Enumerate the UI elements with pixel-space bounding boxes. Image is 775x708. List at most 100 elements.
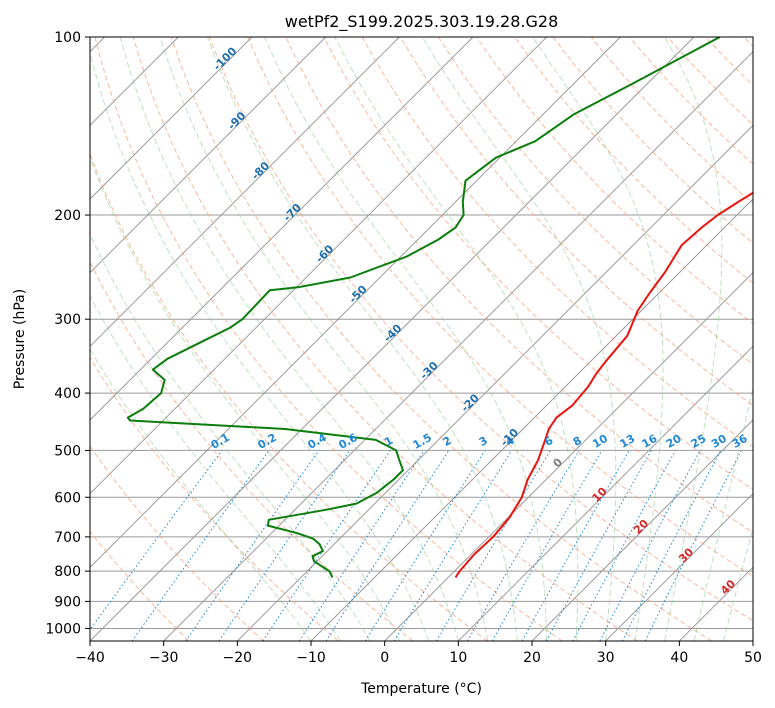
mixing-ratio-line [621, 450, 722, 641]
x-axis: −40 −30 −20 −10 0 10 20 30 40 50 [75, 641, 762, 666]
mixing-ratio-label: 10 [590, 432, 610, 451]
mixing-ratio-line [131, 450, 270, 641]
mixing-ratio-line [572, 450, 676, 641]
isotherm-line [531, 419, 753, 641]
moist-adiabat-line [532, 37, 664, 641]
x-tick-label: −20 [223, 650, 253, 666]
x-axis-title: Temperature (°C) [360, 681, 482, 697]
dry-adiabat-label: -20 [459, 391, 482, 414]
y-tick-label: 700 [54, 530, 81, 546]
y-tick-label: 600 [54, 490, 81, 506]
x-tick-label: 10 [449, 650, 467, 666]
mixing-ratio-line [185, 450, 320, 641]
dry-adiabat-line [361, 37, 753, 448]
profile-series [126, 37, 753, 579]
temperature-profile-line [454, 191, 753, 579]
y-tick-label: 900 [54, 594, 81, 610]
moist-adiabat-label: 10 [590, 485, 610, 505]
isotherm-line [90, 37, 548, 495]
x-tick-label: 50 [744, 650, 762, 666]
isotherm-line [457, 345, 753, 641]
dry-adiabat-line [323, 37, 753, 491]
x-tick-label: 0 [380, 650, 389, 666]
isotherm-line [752, 640, 753, 641]
x-tick-label: 30 [597, 650, 615, 666]
mixing-ratio-label: 36 [730, 432, 750, 451]
chart-title: wetPf2_S199.2025.303.19.28.G28 [285, 12, 559, 32]
y-tick-label: 300 [54, 312, 81, 328]
mixing-ratio-label: 16 [640, 432, 660, 451]
mixing-ratio-line [298, 450, 425, 641]
x-tick-label: −40 [75, 650, 105, 666]
mixing-ratio-line [393, 450, 513, 641]
moist-adiabat-label: 30 [676, 545, 696, 565]
mixing-ratio-label: 1 [382, 434, 395, 449]
moist-adiabat-line [90, 155, 400, 641]
mixing-ratio-line [262, 450, 391, 641]
mixing-ratio-line [90, 450, 223, 631]
mixing-ratio-line [218, 450, 351, 641]
dry-adiabat-line [552, 37, 753, 244]
isotherm-line [310, 198, 753, 641]
mixing-ratio-label: 3 [477, 434, 490, 449]
dry-adiabats [90, 37, 753, 641]
mixing-ratio-label: 20 [664, 432, 684, 451]
moist-adiabat-line [334, 37, 579, 641]
y-tick-label: 400 [54, 386, 81, 402]
moist-adiabat-line [693, 385, 753, 641]
dry-adiabat-line [399, 37, 753, 407]
isotherm-line [90, 37, 695, 641]
moist-adiabat-line [206, 37, 518, 641]
y-tick-label: 800 [54, 564, 81, 580]
x-tick-label: 20 [523, 650, 541, 666]
dewpoint-profile-line [126, 37, 721, 578]
moist-adiabats [90, 37, 753, 641]
moist-adiabat-line [264, 37, 548, 641]
mixing-ratio-line [325, 450, 450, 641]
moist-adiabat-line [90, 294, 341, 641]
mixing-ratio-label: 2 [441, 434, 454, 449]
moist-adiabat-label: 20 [631, 517, 651, 537]
x-tick-label: 40 [670, 650, 688, 666]
dry-adiabat-line [90, 260, 414, 641]
isotherm-line [163, 50, 753, 641]
mixing-ratio-label: 25 [689, 432, 709, 451]
dry-adiabat-line [743, 37, 753, 48]
mixing-ratio-label: 0.1 [209, 431, 232, 452]
moist-adiabat-line [90, 348, 312, 641]
y-tick-label: 500 [54, 443, 81, 459]
mixing-ratio-label: 0.2 [256, 431, 279, 452]
y-axis-title: Pressure (hPa) [12, 289, 28, 389]
isotherm-line [605, 492, 753, 641]
dry-adiabat-line [94, 37, 563, 641]
mixing-ratio-line [521, 450, 630, 641]
dry-adiabat-label: -90 [225, 109, 248, 132]
mixing-ratio-line [644, 450, 742, 641]
y-axis: 100 200 300 400 500 600 700 800 900 1000 [45, 30, 90, 637]
dry-adiabat-line [247, 37, 753, 577]
moist-adiabat-line [664, 37, 723, 641]
mixing-ratio-label: 6 [542, 434, 555, 449]
dry-adiabat-label: -50 [346, 283, 369, 306]
mixing-ratio-label: 8 [571, 434, 584, 449]
dry-adiabat-label: -100 [211, 44, 240, 73]
isotherm-line [384, 271, 753, 641]
isotherm-line [90, 37, 474, 421]
moist-adiabat-line [90, 232, 371, 641]
y-tick-label: 100 [54, 30, 81, 46]
mixing-ratio-label: 1.5 [411, 431, 434, 452]
dry-adiabat-line [90, 445, 264, 641]
dry-adiabat-line [90, 356, 339, 641]
dry-adiabat-line [132, 37, 638, 641]
dry-adiabat-line [514, 37, 753, 284]
mixing-ratio-line [435, 450, 552, 641]
dry-adiabat-line [437, 37, 753, 365]
isotherm-line [90, 37, 400, 348]
x-tick-label: −30 [149, 650, 179, 666]
moist-adiabat-line [421, 37, 617, 641]
mixing-ratio-line [599, 450, 701, 641]
isotherm-line [90, 37, 327, 274]
y-tick-label: 200 [54, 208, 81, 224]
dry-adiabat-line [90, 152, 488, 641]
